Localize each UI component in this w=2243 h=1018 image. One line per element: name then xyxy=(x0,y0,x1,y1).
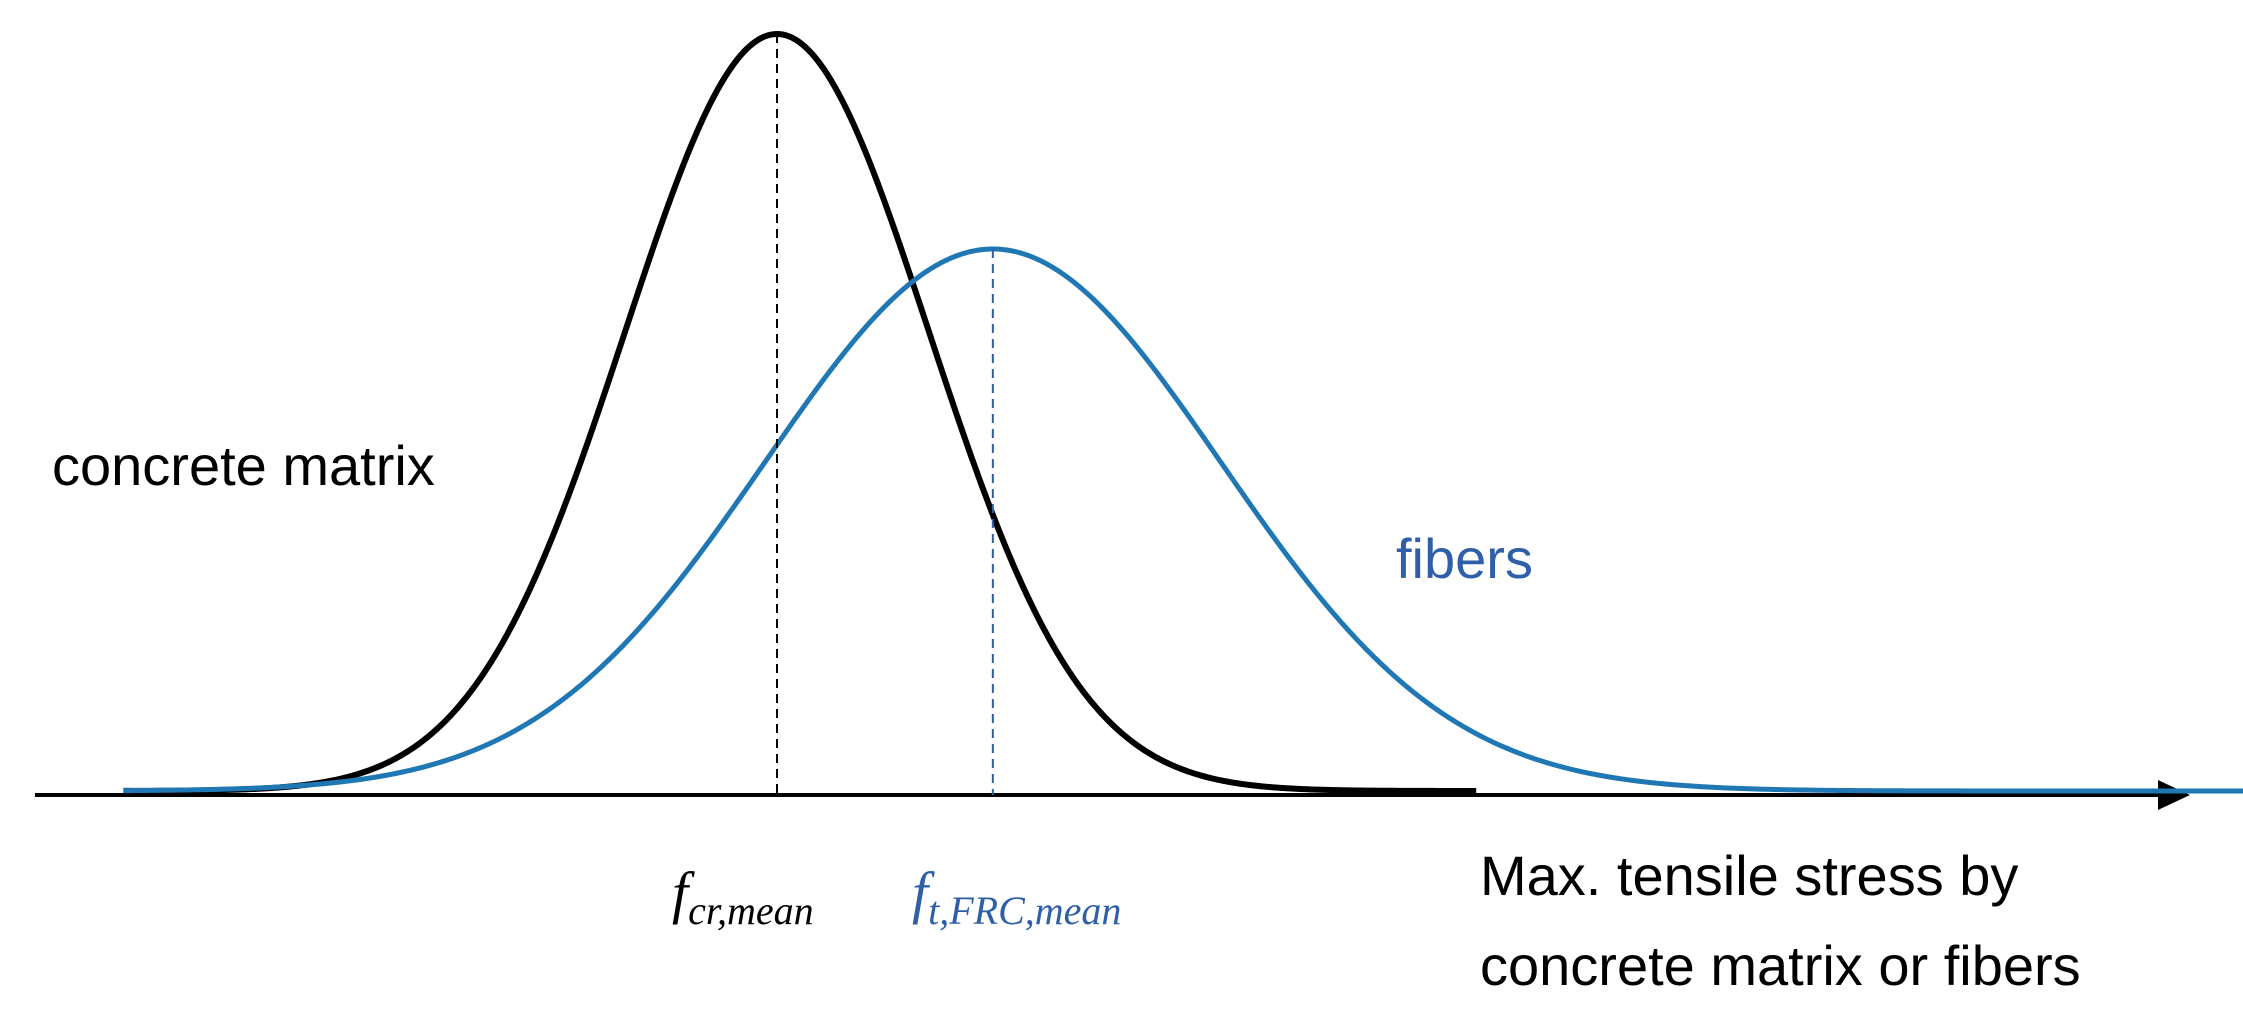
mean-tick-label-fibers-sub: t,FRC,mean xyxy=(928,888,1121,933)
x-axis-label-line-1: Max. tensile stress by xyxy=(1480,844,2018,907)
x-axis-label: Max. tensile stress by concrete matrix o… xyxy=(1480,844,2081,997)
x-axis-label-line-2: concrete matrix or fibers xyxy=(1480,934,2081,997)
series-label-concrete-matrix: concrete matrix xyxy=(52,434,435,497)
mean-tick-label-concrete: fcr,mean xyxy=(672,860,814,933)
series-label-fibers: fibers xyxy=(1396,527,1533,590)
series-concrete-matrix-line xyxy=(122,31,1477,794)
series-fibers-line xyxy=(123,246,2243,794)
x-axis-arrow-icon xyxy=(2158,780,2190,810)
mean-tick-label-concrete-sub: cr,mean xyxy=(688,888,814,933)
mean-tick-label-fibers: ft,FRC,mean xyxy=(912,860,1121,933)
